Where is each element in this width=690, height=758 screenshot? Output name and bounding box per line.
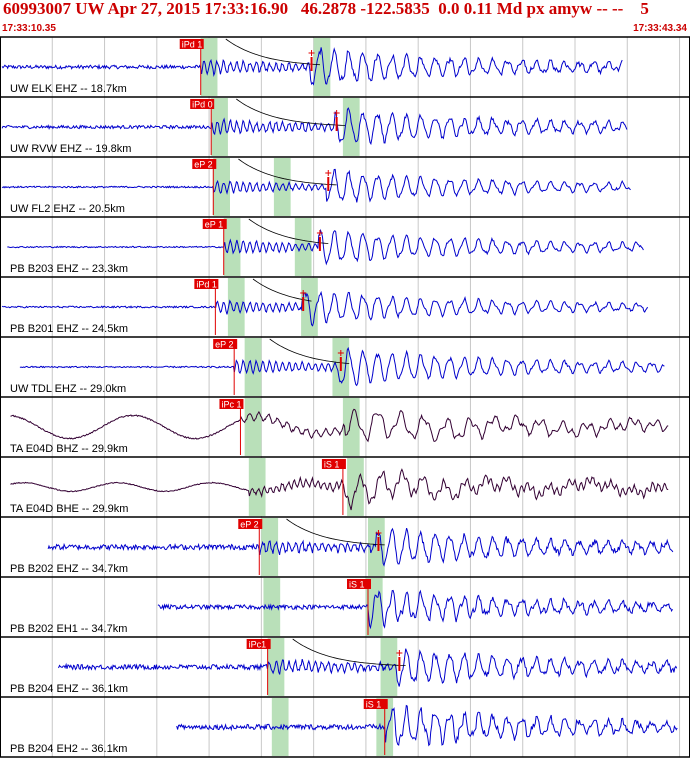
s-window [313, 38, 331, 96]
waveform-trace [19, 346, 665, 387]
s-window [342, 398, 360, 456]
coda-curve [292, 638, 406, 666]
trace-label: PB B202 EH1 -- 34.7km [10, 623, 127, 635]
trace-label: TA E04D BHZ -- 29.9km [10, 443, 128, 455]
waveform-trace [1, 47, 623, 86]
time-end-label: 17:33:43.34 [633, 23, 687, 34]
p-window [211, 98, 228, 156]
pick-label: iPc 1 [221, 400, 241, 410]
coda-curve [286, 518, 385, 546]
pick-label-box [219, 399, 244, 409]
pick-label-box [192, 159, 217, 169]
pick-label: iPd 1 [182, 40, 203, 50]
p-window [227, 278, 245, 336]
coda-curve [238, 158, 337, 186]
pick-label: iPd 0 [192, 100, 213, 110]
coda-curve [252, 278, 312, 302]
waveform-trace [1, 107, 628, 146]
pick-label-box [246, 639, 271, 649]
pick-label: eP 2 [194, 160, 212, 170]
pick-label-box [347, 579, 371, 589]
pick-label: iPc1 [249, 640, 267, 650]
waveform-trace [47, 527, 674, 567]
p-window [244, 398, 262, 456]
pick-label: eP 2 [215, 340, 233, 350]
waveform-trace [157, 589, 673, 630]
header: 60993007 UW Apr 27, 2015 17:33:16.90 46.… [0, 0, 690, 36]
s-window [273, 158, 291, 216]
time-start-label: 17:33:10.35 [2, 23, 56, 34]
p-window [261, 518, 279, 576]
p-window [244, 338, 262, 396]
coda-curve [269, 338, 350, 364]
pick-label-box [213, 339, 238, 349]
trace-label: UW FL2 EHZ -- 20.5km [10, 203, 125, 215]
waveform-trace [176, 704, 678, 747]
s-window [347, 458, 364, 516]
pick-label: iS 1 [349, 580, 365, 590]
waveform-trace [58, 648, 678, 687]
waveform-trace [10, 468, 669, 511]
trace-label: UW RVW EHZ -- 19.8km [10, 143, 131, 155]
pick-label-box [190, 99, 215, 109]
trace-label: TA E04D BHE -- 29.9km [10, 503, 128, 515]
trace-label: PB B204 EH2 -- 36.1km [10, 743, 127, 755]
pick-label-box [238, 519, 263, 529]
waveform-trace [1, 290, 649, 327]
pick-label-box [202, 219, 227, 229]
pick-label-box [363, 699, 388, 709]
coda-curve [236, 98, 345, 126]
trace-label: PB B202 EHZ -- 34.7km [10, 563, 128, 575]
p-window [267, 638, 285, 696]
pick-label: iS 1 [366, 700, 382, 710]
trace-label: PB B201 EHZ -- 24.5km [10, 323, 128, 335]
waveform-trace [7, 228, 644, 266]
waveform-trace [1, 168, 631, 203]
coda-curve [225, 38, 320, 66]
trace-label: UW ELK EHZ -- 18.7km [10, 83, 127, 95]
pick-label-box [194, 279, 219, 289]
pick-label-box [321, 459, 346, 469]
trace-label: UW TDL EHZ -- 29.0km [10, 383, 126, 395]
trace-label: PB B204 EHZ -- 36.1km [10, 683, 128, 695]
pick-label: eP 1 [205, 220, 223, 230]
pick-label: iS 1 [324, 460, 340, 470]
trace-label: PB B203 EHZ -- 23.3km [10, 263, 128, 275]
pick-label-box [179, 39, 204, 49]
waveform-trace [10, 408, 669, 443]
p-window [248, 458, 266, 516]
coda-curve [248, 218, 329, 244]
pick-label: eP 2 [240, 520, 258, 530]
pick-label: iPd 1 [196, 280, 217, 290]
event-title: 60993007 UW Apr 27, 2015 17:33:16.90 46.… [3, 0, 649, 18]
